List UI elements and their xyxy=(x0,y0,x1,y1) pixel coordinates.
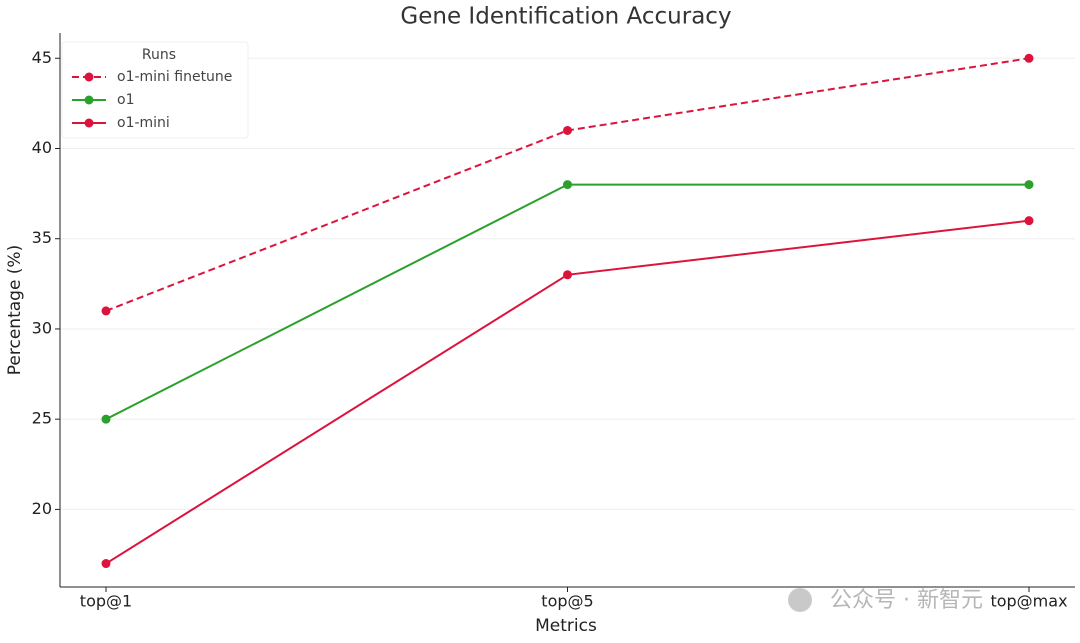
x-axis-label: Metrics xyxy=(535,616,597,636)
marker xyxy=(1024,180,1034,190)
legend-marker xyxy=(84,72,94,82)
x-tick-label: top@max xyxy=(990,592,1067,611)
legend-label: o1-mini finetune xyxy=(117,69,232,85)
legend-box xyxy=(61,41,249,139)
chart-title: Gene Identification Accuracy xyxy=(400,4,731,30)
legend-marker xyxy=(84,95,94,105)
legend-label: o1-mini xyxy=(117,115,170,131)
legend-label: o1 xyxy=(117,92,134,108)
y-tick-label: 40 xyxy=(32,138,52,157)
y-tick-label: 45 xyxy=(32,48,52,67)
x-tick-label: top@5 xyxy=(541,592,593,611)
marker xyxy=(101,559,111,569)
x-tick-label: top@1 xyxy=(80,592,132,611)
y-tick-label: 35 xyxy=(32,228,52,247)
legend-marker xyxy=(84,118,94,128)
marker xyxy=(101,306,111,316)
marker xyxy=(563,125,572,135)
y-axis-label: Percentage (%) xyxy=(5,245,25,375)
y-tick-label: 20 xyxy=(32,499,52,518)
line xyxy=(105,183,1029,421)
marker xyxy=(1024,216,1034,226)
marker xyxy=(563,180,572,190)
y-tick-label: 30 xyxy=(32,318,52,337)
marker xyxy=(1024,53,1034,63)
watermark-icon xyxy=(788,588,812,612)
marker xyxy=(563,270,572,280)
marker xyxy=(101,414,111,424)
legend-title: Runs xyxy=(142,47,176,63)
watermark: 公众号 · 新智元 xyxy=(830,588,983,613)
y-tick-label: 25 xyxy=(32,409,52,428)
